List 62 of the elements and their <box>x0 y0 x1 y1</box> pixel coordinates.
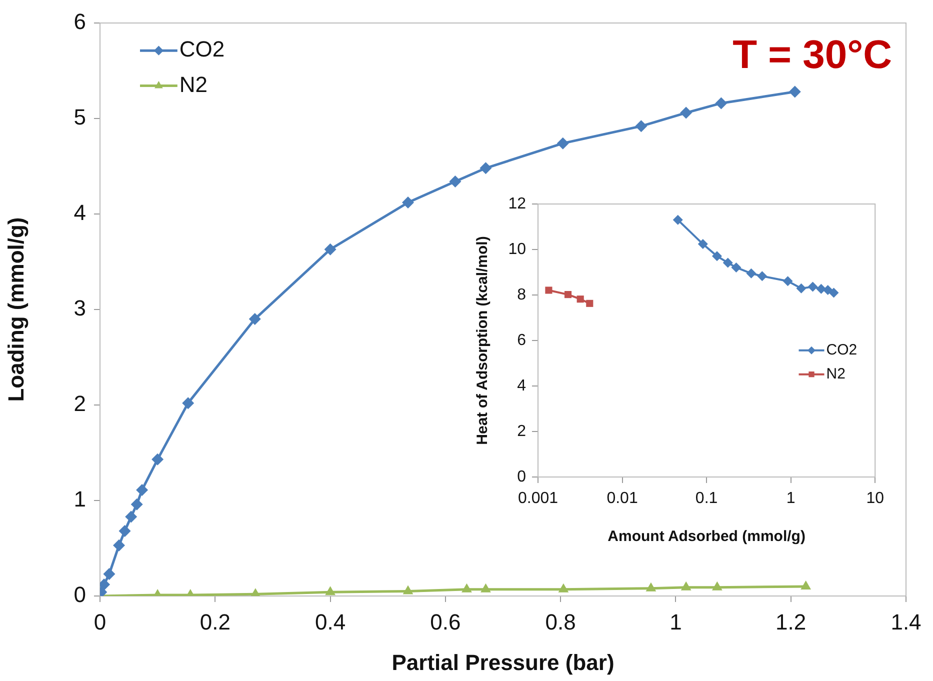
point <box>402 585 414 594</box>
point <box>556 137 569 150</box>
y-tick-label: 5 <box>74 104 86 130</box>
y-tick-label: 0 <box>517 468 526 486</box>
x-tick-label: 0.6 <box>430 609 461 634</box>
x-axis-title: Amount Adsorbed (mmol/g) <box>608 528 806 546</box>
point <box>103 568 116 580</box>
y-tick-label: 4 <box>74 200 86 226</box>
point <box>248 313 261 326</box>
point <box>325 586 336 596</box>
x-tick-label: 0.1 <box>695 490 718 508</box>
point <box>118 525 131 538</box>
x-tick-label: 10 <box>866 490 884 508</box>
point <box>788 86 801 98</box>
x-tick-label: 1.2 <box>776 609 806 634</box>
y-tick-label: 0 <box>74 582 86 608</box>
x-tick-label: 0 <box>94 609 106 634</box>
legend-label: CO2 <box>179 36 225 62</box>
point <box>646 582 656 592</box>
y-axis-title: Loading (mmol/g) <box>3 217 28 402</box>
x-tick-label: 0.01 <box>606 490 638 508</box>
legend-label: N2 <box>179 72 208 97</box>
y-tick-label: 10 <box>508 240 526 258</box>
y-tick-label: 6 <box>517 332 526 349</box>
x-tick-label: 0.2 <box>200 609 230 634</box>
point <box>635 120 648 132</box>
point <box>480 162 492 174</box>
point <box>680 106 692 119</box>
point <box>113 539 125 552</box>
y-tick-label: 2 <box>74 391 86 416</box>
point <box>402 196 414 209</box>
point <box>480 583 491 592</box>
point <box>136 484 148 496</box>
point <box>680 581 692 590</box>
y-tick-label: 8 <box>517 286 526 304</box>
point <box>152 453 164 466</box>
point <box>449 176 462 188</box>
point <box>125 510 138 523</box>
y-tick-label: 6 <box>74 9 86 34</box>
legend-label: CO2 <box>826 341 858 358</box>
x-tick-label: 1 <box>786 490 796 508</box>
y-tick-label: 12 <box>508 195 526 212</box>
x-axis-title: Partial Pressure (bar) <box>392 650 614 675</box>
point <box>558 583 569 592</box>
point <box>324 243 336 256</box>
point <box>462 583 472 592</box>
y-tick-label: 2 <box>517 422 526 440</box>
legend-label: N2 <box>826 365 846 382</box>
x-tick-label: 1.4 <box>890 609 922 634</box>
point <box>800 580 812 590</box>
point <box>182 397 194 410</box>
point <box>715 97 728 110</box>
y-tick-label: 3 <box>74 296 86 321</box>
x-tick-label: 1 <box>670 609 682 634</box>
point <box>130 498 143 510</box>
point <box>712 581 722 590</box>
x-tick-label: 0.001 <box>518 490 558 508</box>
x-tick-label: 0.8 <box>545 609 576 634</box>
x-tick-label: 0.4 <box>314 609 346 634</box>
y-axis-title: Heat of Adsorption (kcal/mol) <box>474 236 492 445</box>
annotation: T = 30°C <box>732 33 892 78</box>
y-tick-label: 4 <box>517 377 526 394</box>
